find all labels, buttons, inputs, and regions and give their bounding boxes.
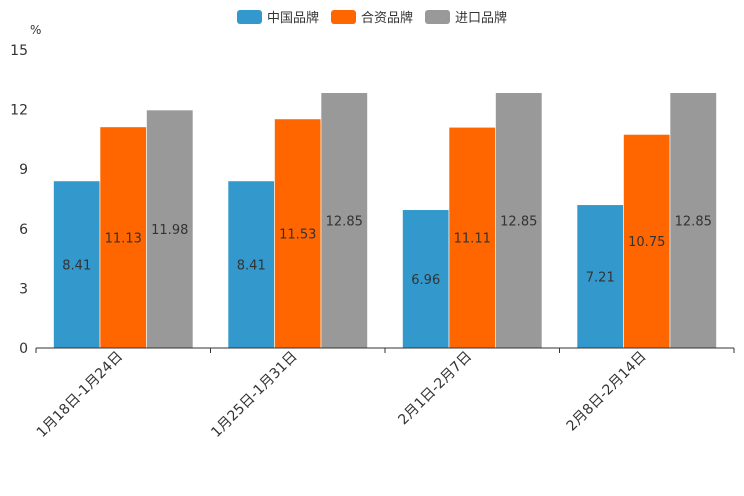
bar[interactable] <box>623 134 671 349</box>
bar[interactable] <box>274 118 322 349</box>
bar-value-label: 11.98 <box>151 223 188 238</box>
bar-series-group: 8.41 11.13 11.98 8.41 11.53 12.85 6.96 11.11 12.… <box>53 92 717 349</box>
y-tick-label: 0 <box>19 341 28 357</box>
bar[interactable] <box>402 209 450 349</box>
y-tick-label: 15 <box>10 43 28 59</box>
chart-legend: 中国品牌 合资品牌 进口品牌 <box>0 7 744 26</box>
bar-value-label: 8.41 <box>62 258 91 273</box>
legend-label: 合资品牌 <box>360 11 413 26</box>
bar-value-label: 11.53 <box>279 227 316 242</box>
bar-value-label: 12.85 <box>500 214 537 229</box>
legend-swatch <box>236 9 262 24</box>
x-axis: 1月18日-1月24日 1月25日-1月31日 2月1日-2月7日 2月8日-2月14… <box>34 348 735 441</box>
x-tick-label: 1月25日-1月31日 <box>208 349 300 441</box>
bar[interactable] <box>99 126 147 349</box>
bar[interactable] <box>495 92 543 349</box>
legend-label: 中国品牌 <box>266 11 319 26</box>
bar-value-label: 11.11 <box>454 232 491 247</box>
bar-value-label: 7.21 <box>586 270 615 285</box>
legend-label: 进口品牌 <box>455 11 508 26</box>
bar[interactable] <box>320 92 368 349</box>
bar-value-label: 8.41 <box>237 258 266 273</box>
x-tick-label: 1月18日-1月24日 <box>34 349 126 441</box>
bar-value-label: 6.96 <box>411 273 440 288</box>
legend-item-import-brand[interactable]: 进口品牌 <box>425 7 507 26</box>
y-tick-label: 12 <box>10 103 28 119</box>
legend-swatch <box>330 9 356 24</box>
bar-value-label: 12.85 <box>675 214 712 229</box>
bar[interactable] <box>669 92 717 349</box>
legend-item-joint-venture-brand[interactable]: 合资品牌 <box>330 7 413 26</box>
bar-value-label: 12.85 <box>326 214 363 229</box>
bar-value-label: 11.13 <box>105 231 142 246</box>
x-tick-label: 2月1日-2月7日 <box>395 349 475 429</box>
y-axis: 0 3 6 9 12 15 <box>10 43 28 357</box>
bar-value-label: 10.75 <box>628 235 665 250</box>
y-axis-unit-label: % <box>30 23 41 37</box>
bar[interactable] <box>576 204 624 349</box>
y-tick-label: 3 <box>19 281 28 297</box>
bar[interactable] <box>448 126 496 349</box>
bar[interactable] <box>53 180 101 349</box>
y-tick-label: 6 <box>19 222 28 238</box>
legend-item-china-brand[interactable]: 中国品牌 <box>236 7 319 26</box>
legend-swatch <box>425 9 450 24</box>
y-tick-label: 9 <box>19 162 28 178</box>
bar[interactable] <box>227 180 275 349</box>
x-tick-label: 2月8日-2月14日 <box>564 349 650 435</box>
